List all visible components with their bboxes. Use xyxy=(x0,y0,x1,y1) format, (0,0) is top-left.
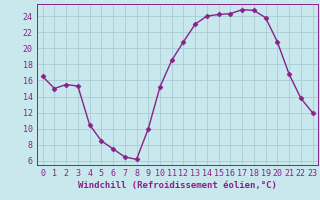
X-axis label: Windchill (Refroidissement éolien,°C): Windchill (Refroidissement éolien,°C) xyxy=(78,181,277,190)
